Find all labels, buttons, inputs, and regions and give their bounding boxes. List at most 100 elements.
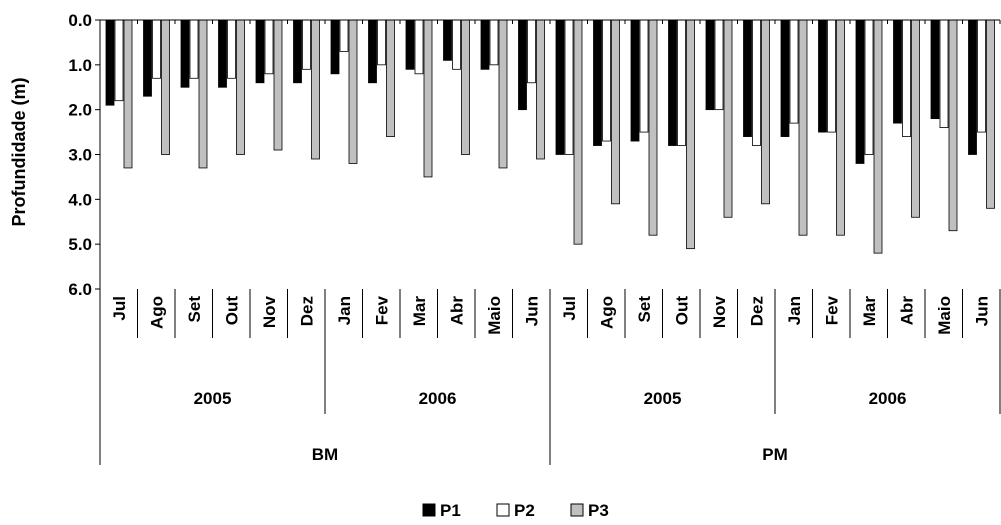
legend-label-p2: P2 — [514, 501, 535, 520]
bar-p2-8 — [377, 19, 386, 66]
bar-p1-18 — [743, 19, 752, 137]
month-label: Fev — [822, 295, 841, 325]
month-label: Set — [635, 296, 654, 323]
x-category-labels: Jul Ago Set Out Nov Dez Jan Fev Mar Abr Maio Jun Jul… — [110, 295, 992, 464]
bar-p2-22 — [902, 19, 911, 137]
bar-p1-11 — [480, 19, 490, 70]
bar-p2-1 — [114, 19, 124, 102]
bar-p3-3 — [198, 19, 208, 169]
bar-p2-7 — [339, 19, 349, 52]
y-tick-label: 1.0 — [68, 56, 92, 75]
bar-p2-20 — [827, 19, 836, 133]
bar-p1-20 — [818, 19, 827, 133]
month-label: Ago — [147, 296, 166, 329]
legend-swatch-p3 — [570, 503, 584, 517]
bar-p1-4 — [218, 19, 227, 88]
bar-p3-18 — [761, 19, 770, 205]
bar-p1-7 — [330, 19, 340, 75]
bar-p2-2 — [152, 19, 161, 79]
legend-swatch-p2 — [496, 503, 510, 517]
bar-p3-24 — [986, 19, 995, 209]
axes: 0.0 1.0 2.0 3.0 4.0 5.0 6.0 — [68, 11, 1001, 465]
bar-p3-8 — [386, 19, 395, 137]
bar-p1-5 — [255, 19, 265, 84]
bar-p1-24 — [968, 19, 977, 155]
month-label: Nov — [260, 295, 279, 328]
y-tick-label: 4.0 — [68, 190, 92, 209]
bar-p1-8 — [368, 19, 377, 84]
group-label: PM — [762, 445, 788, 464]
bar-p2-23 — [939, 19, 949, 128]
month-label: Abr — [447, 296, 466, 326]
year-label: 2005 — [194, 389, 232, 408]
month-label: Jul — [110, 296, 129, 321]
year-label: 2005 — [644, 389, 682, 408]
legend-label-p3: P3 — [588, 501, 609, 520]
bar-p2-12 — [527, 19, 536, 84]
bar-p2-4 — [227, 19, 236, 79]
month-label: Nov — [710, 295, 729, 328]
y-tick-label: 2.0 — [68, 101, 92, 120]
month-label: Dez — [297, 296, 316, 326]
bar-p2-10 — [452, 19, 461, 70]
bar-p1-21 — [855, 19, 865, 164]
y-tick-label: 3.0 — [68, 146, 92, 165]
plot-area — [105, 19, 995, 254]
bar-p1-10 — [443, 19, 452, 61]
bar-p3-19 — [798, 19, 808, 236]
bar-p2-15 — [639, 19, 649, 133]
bar-p3-14 — [611, 19, 620, 205]
month-label: Jul — [560, 296, 579, 321]
month-label: Jan — [785, 296, 804, 325]
bar-p1-9 — [405, 19, 415, 70]
bar-p3-2 — [161, 19, 170, 155]
bar-p2-21 — [864, 19, 874, 155]
month-label: Jan — [335, 296, 354, 325]
bar-p1-23 — [930, 19, 940, 120]
month-label: Maio — [485, 296, 504, 335]
bar-p1-16 — [668, 19, 677, 146]
bar-p2-13 — [564, 19, 574, 155]
month-label: Ago — [597, 296, 616, 329]
bar-p1-15 — [630, 19, 640, 142]
year-label: 2006 — [869, 389, 907, 408]
month-label: Jun — [972, 296, 991, 326]
bar-p3-6 — [311, 19, 320, 160]
month-label: Out — [672, 296, 691, 326]
group-label: BM — [312, 445, 338, 464]
bar-p1-17 — [705, 19, 715, 111]
month-label: Abr — [897, 296, 916, 326]
bar-p1-1 — [105, 19, 115, 106]
bar-p3-11 — [498, 19, 508, 169]
y-tick-label: 6.0 — [68, 280, 92, 299]
legend-swatch-p1 — [422, 503, 436, 517]
legend: P1 P2 P3 — [422, 501, 609, 520]
bar-p2-5 — [264, 19, 274, 75]
bar-p1-12 — [518, 19, 527, 111]
bar-p3-5 — [273, 19, 283, 151]
bar-p3-12 — [536, 19, 545, 160]
y-tick-label: 5.0 — [68, 235, 92, 254]
y-axis-label: Profundidade (m) — [9, 78, 29, 227]
bar-p1-3 — [180, 19, 190, 88]
bar-p1-13 — [555, 19, 565, 155]
bar-p1-22 — [893, 19, 902, 124]
y-tick-label: 0.0 — [68, 11, 92, 30]
bar-p3-7 — [348, 19, 358, 164]
month-label: Dez — [747, 296, 766, 326]
bar-p2-16 — [677, 19, 686, 146]
bar-p3-4 — [236, 19, 245, 155]
bar-p3-9 — [423, 19, 433, 178]
bar-p3-23 — [948, 19, 958, 232]
bar-p2-17 — [714, 19, 724, 111]
bar-p1-14 — [593, 19, 602, 146]
bar-p1-6 — [293, 19, 302, 84]
bar-p3-21 — [873, 19, 883, 254]
bar-p2-9 — [414, 19, 424, 75]
bar-p1-2 — [143, 19, 152, 97]
year-label: 2006 — [419, 389, 457, 408]
month-label: Mar — [860, 296, 879, 327]
bar-p1-19 — [780, 19, 790, 137]
bar-p3-22 — [911, 19, 920, 218]
